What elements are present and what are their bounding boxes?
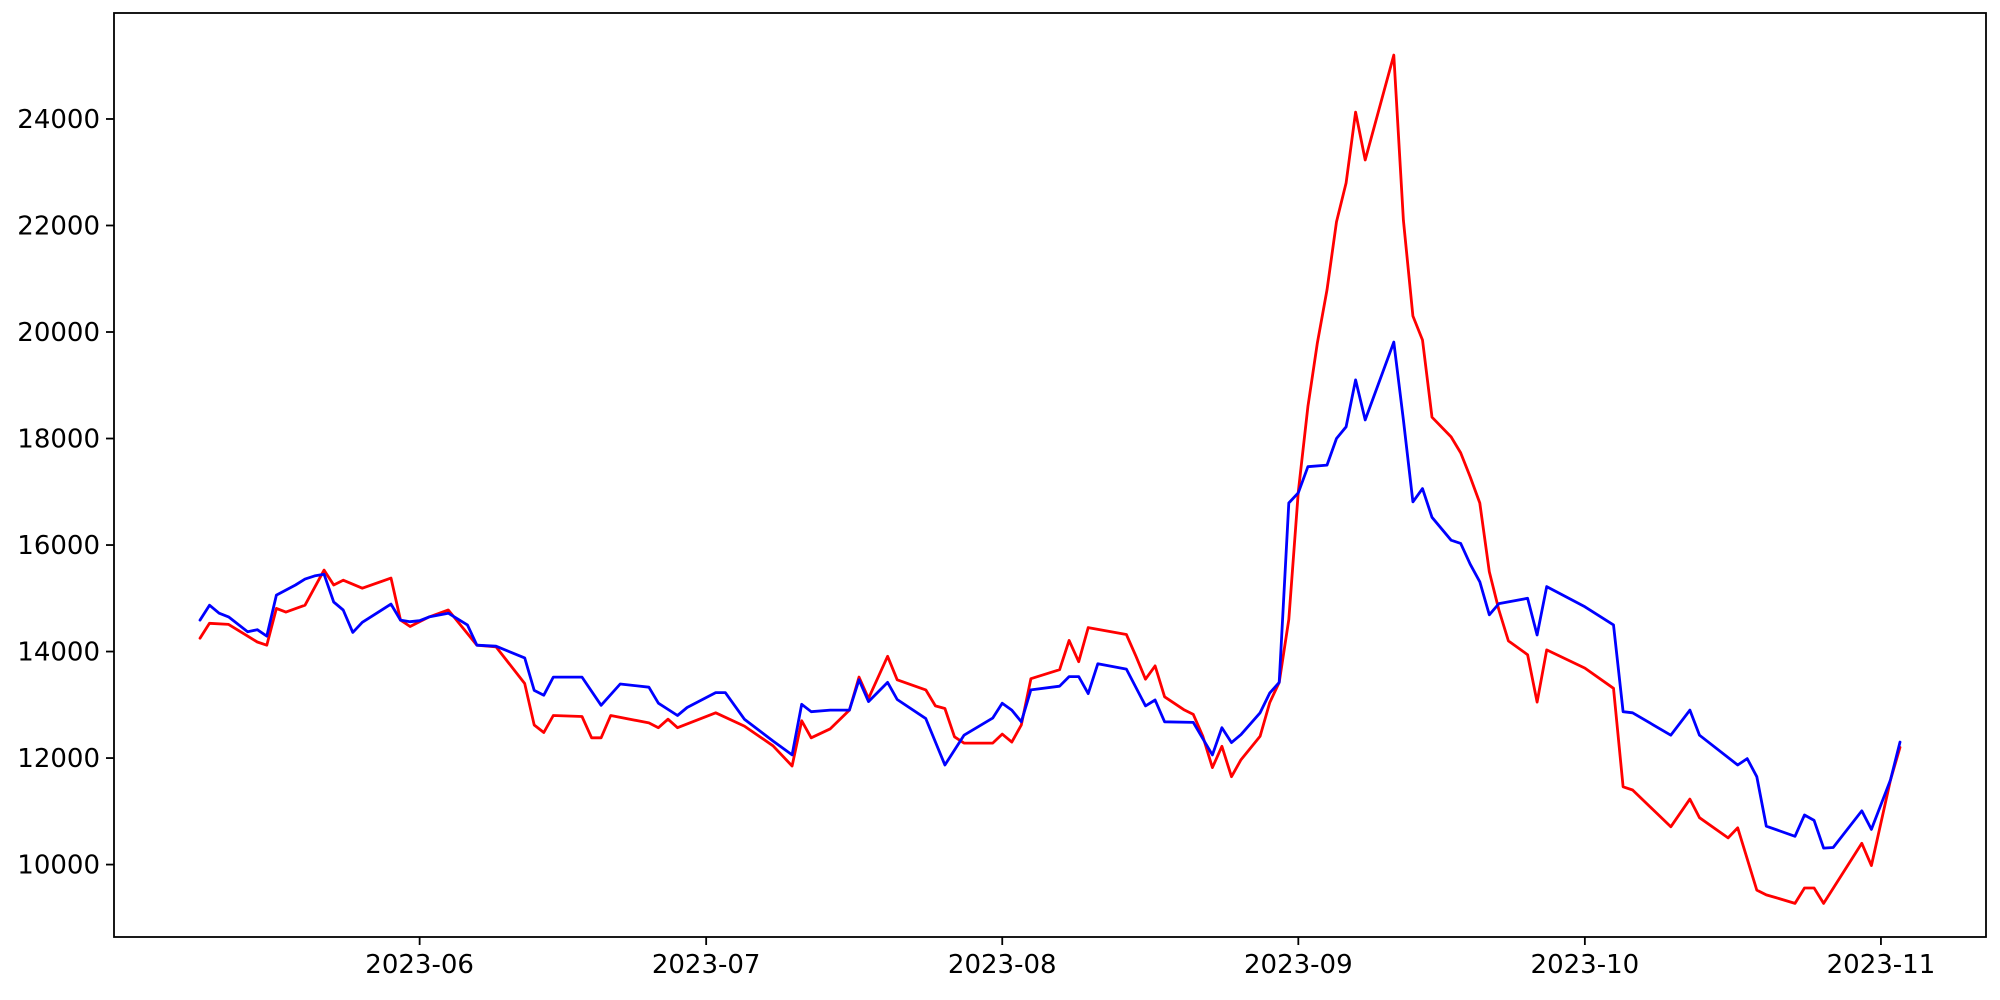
x-tick-label: 2023-08 bbox=[948, 950, 1057, 980]
x-tick-label: 2023-11 bbox=[1827, 950, 1936, 980]
y-tick-label: 20000 bbox=[17, 318, 100, 348]
plot-background bbox=[114, 13, 1986, 937]
x-axis: 2023-06 2023-07 2023-08 2023-09 2023-10 2023-… bbox=[365, 937, 1935, 980]
y-tick-label: 24000 bbox=[17, 105, 100, 135]
x-tick-label: 2023-06 bbox=[365, 950, 474, 980]
series-layer bbox=[198, 53, 1902, 905]
y-axis: 10000 12000 14000 16000 18000 20000 22000 24000 bbox=[17, 105, 114, 881]
x-tick-label: 2023-09 bbox=[1244, 950, 1353, 980]
blue-series-line bbox=[198, 340, 1902, 850]
plot-frame bbox=[113, 12, 1987, 938]
y-tick-label: 16000 bbox=[17, 531, 100, 561]
red-series-line bbox=[198, 53, 1902, 905]
y-tick-label: 12000 bbox=[17, 744, 100, 774]
y-tick-label: 14000 bbox=[17, 638, 100, 668]
y-tick-label: 10000 bbox=[17, 851, 100, 881]
y-tick-label: 22000 bbox=[17, 211, 100, 241]
y-tick-label: 18000 bbox=[17, 425, 100, 455]
x-tick-label: 2023-07 bbox=[652, 950, 761, 980]
x-tick-label: 2023-10 bbox=[1531, 950, 1640, 980]
